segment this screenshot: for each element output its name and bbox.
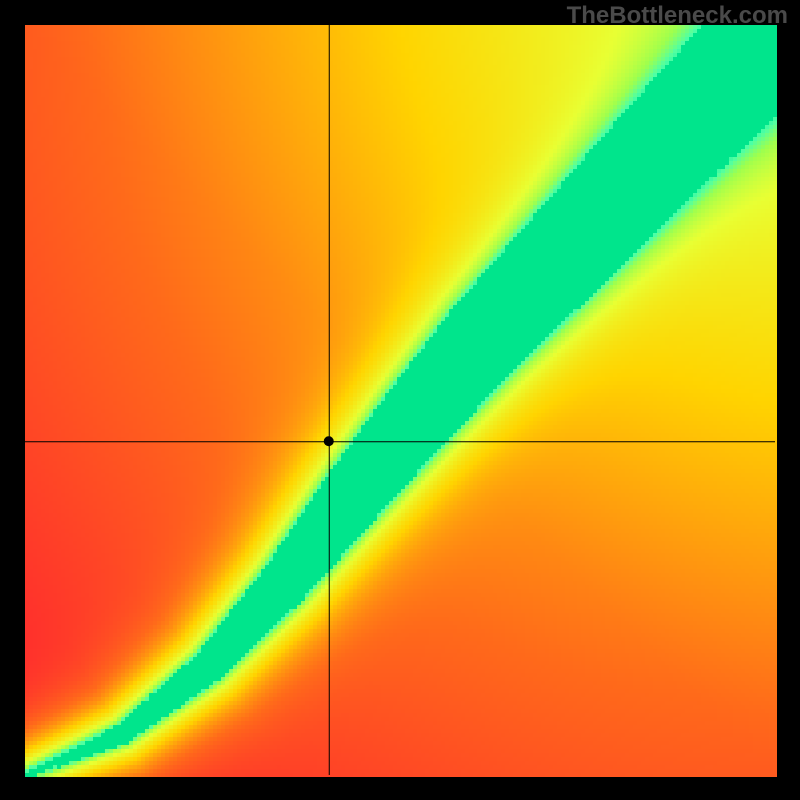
heatmap-plot xyxy=(0,0,800,800)
watermark-text: TheBottleneck.com xyxy=(567,2,788,30)
